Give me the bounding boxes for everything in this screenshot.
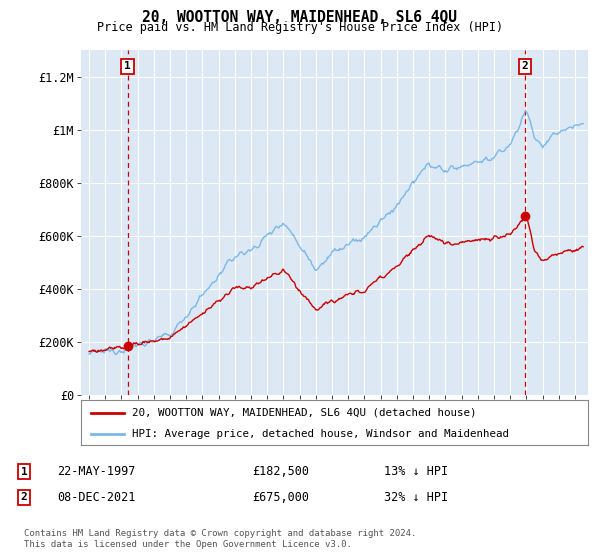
Text: £675,000: £675,000: [252, 491, 309, 504]
Text: 08-DEC-2021: 08-DEC-2021: [57, 491, 136, 504]
Text: 22-MAY-1997: 22-MAY-1997: [57, 465, 136, 478]
Text: HPI: Average price, detached house, Windsor and Maidenhead: HPI: Average price, detached house, Wind…: [132, 429, 509, 439]
Text: 2: 2: [522, 61, 529, 71]
Text: Price paid vs. HM Land Registry's House Price Index (HPI): Price paid vs. HM Land Registry's House …: [97, 21, 503, 34]
Text: 20, WOOTTON WAY, MAIDENHEAD, SL6 4QU (detached house): 20, WOOTTON WAY, MAIDENHEAD, SL6 4QU (de…: [132, 408, 476, 418]
Text: Contains HM Land Registry data © Crown copyright and database right 2024.
This d: Contains HM Land Registry data © Crown c…: [24, 529, 416, 549]
Text: 1: 1: [20, 466, 28, 477]
Text: 32% ↓ HPI: 32% ↓ HPI: [384, 491, 448, 504]
Text: 20, WOOTTON WAY, MAIDENHEAD, SL6 4QU: 20, WOOTTON WAY, MAIDENHEAD, SL6 4QU: [143, 10, 458, 25]
Text: £182,500: £182,500: [252, 465, 309, 478]
Text: 13% ↓ HPI: 13% ↓ HPI: [384, 465, 448, 478]
Text: 2: 2: [20, 492, 28, 502]
Text: 1: 1: [124, 61, 131, 71]
